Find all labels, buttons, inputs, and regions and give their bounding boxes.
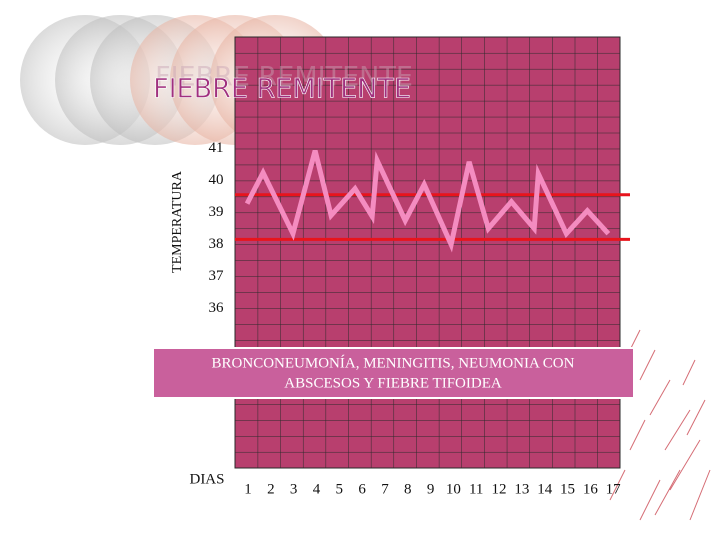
- x-axis-label: DIAS: [189, 471, 224, 487]
- data-line: [244, 150, 611, 253]
- x-tick-label: 7: [381, 481, 389, 497]
- x-tick-label: 10: [446, 481, 461, 497]
- y-tick-label: 37: [209, 268, 225, 284]
- x-tick-label: 9: [427, 481, 435, 497]
- x-tick-label: 14: [537, 481, 553, 497]
- x-tick-label: 8: [404, 481, 412, 497]
- x-tick-label: 12: [492, 481, 507, 497]
- x-tick-label: 6: [358, 481, 366, 497]
- y-axis-label: TEMPERATURA: [170, 170, 185, 273]
- y-tick-label: 40: [209, 172, 224, 188]
- x-tick-label: 4: [313, 481, 321, 497]
- annotation-text: ABSCESOS Y FIEBRE TIFOIDEA: [284, 375, 502, 391]
- annotation-box: [152, 347, 635, 399]
- x-tick-label: 3: [290, 481, 298, 497]
- x-tick-label: 17: [606, 481, 622, 497]
- y-tick-label: 36: [209, 300, 225, 316]
- decor-scribble: [609, 329, 711, 521]
- x-tick-label: 11: [469, 481, 483, 497]
- chart-title: FIEBRE REMITENTE: [153, 74, 411, 105]
- x-tick-label: 13: [514, 481, 529, 497]
- x-tick-label: 1: [244, 481, 252, 497]
- x-tick-label: 2: [267, 481, 275, 497]
- annotation-text: BRONCONEUMONÍA, MENINGITIS, NEUMONIA CON: [212, 354, 575, 371]
- title-shadow: FIEBRE REMITENTE: [155, 62, 413, 93]
- y-tick-label: 38: [209, 236, 224, 252]
- x-tick-label: 16: [583, 481, 599, 497]
- y-tick-label: 39: [209, 204, 224, 220]
- y-tick-label: 41: [209, 140, 224, 156]
- x-tick-label: 5: [336, 481, 344, 497]
- x-tick-label: 15: [560, 481, 575, 497]
